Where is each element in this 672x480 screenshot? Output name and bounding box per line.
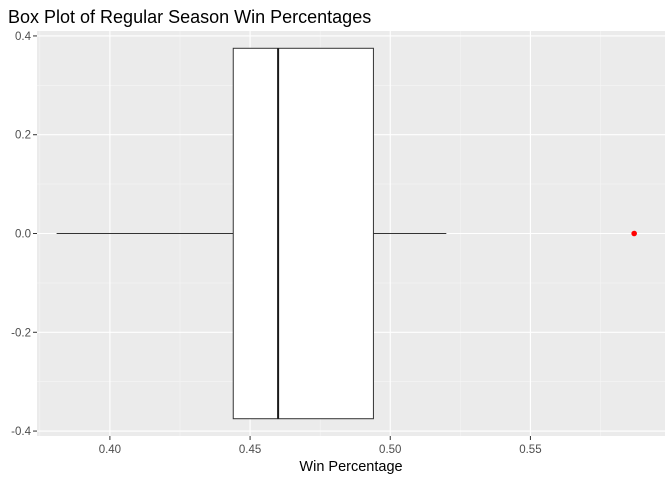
x-tick-label: 0.55: [519, 444, 541, 456]
x-tick-label: 0.40: [99, 444, 121, 456]
axes: 0.40 0.45 0.50 0.55 -0.4 -0.2 0.0 0.2 0.4: [11, 31, 541, 456]
y-tick-label: 0.2: [15, 130, 31, 142]
y-tick-label: -0.4: [11, 426, 31, 438]
outlier-point: [631, 230, 637, 237]
chart-title: Box Plot of Regular Season Win Percentag…: [8, 7, 371, 27]
x-axis-title: Win Percentage: [299, 459, 402, 475]
x-tick-label: 0.45: [239, 444, 261, 456]
y-tick-label: 0.0: [15, 229, 31, 241]
iqr-box: [232, 47, 374, 420]
y-tick-label: -0.2: [11, 327, 31, 339]
x-tick-label: 0.50: [379, 444, 401, 456]
box-marks: [56, 47, 637, 420]
y-tick-label: 0.4: [15, 31, 32, 43]
